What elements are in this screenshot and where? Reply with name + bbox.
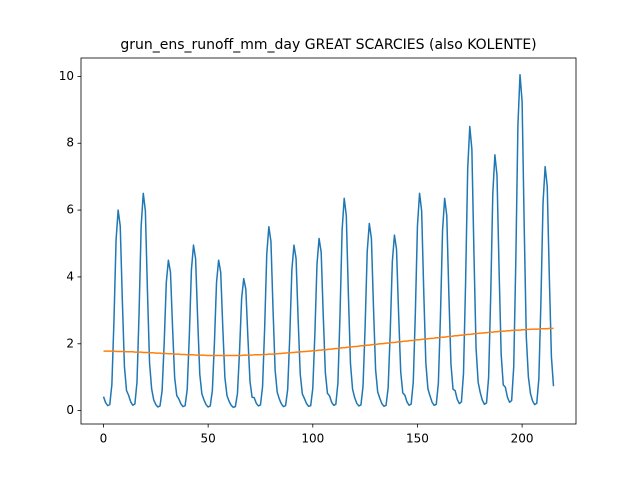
x-tick-label: 50 <box>201 432 216 446</box>
y-tick-label: 6 <box>66 203 74 217</box>
y-tick-label: 10 <box>59 69 74 83</box>
y-tick-label: 0 <box>66 403 74 417</box>
x-tick-label: 0 <box>100 432 108 446</box>
x-tick-label: 200 <box>511 432 534 446</box>
line-series <box>103 327 554 357</box>
y-tick-label: 2 <box>66 336 74 350</box>
x-tick-label: 100 <box>301 432 324 446</box>
y-tick-label: 8 <box>66 136 74 150</box>
axes-frame <box>80 57 577 425</box>
y-tick-label: 4 <box>66 269 74 283</box>
line-series <box>102 73 555 409</box>
x-tick-label: 150 <box>406 432 429 446</box>
chart-title: grun_ens_runoff_mm_day GREAT SCARCIES (a… <box>120 37 536 53</box>
